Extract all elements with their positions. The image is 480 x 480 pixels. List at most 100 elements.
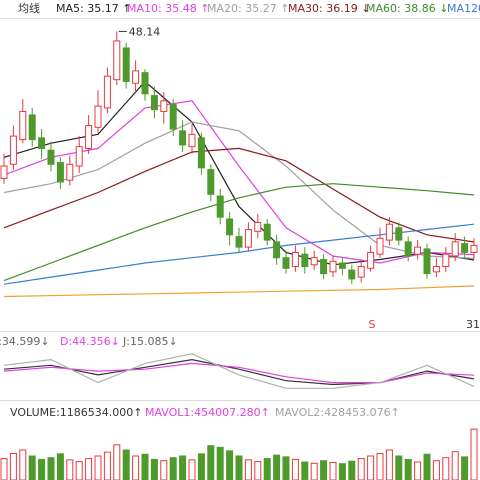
candle-body [263,223,271,241]
volume-bar [56,453,64,480]
volume-bar [414,461,422,480]
candle-body [103,75,111,109]
signal-marker: S [369,318,376,331]
volume-legend: MAVOL2:428453.076↑ [275,406,400,419]
candle-body [169,103,177,130]
volume-legend: MAVOL1:454007.280↑ [145,406,270,419]
volume-bar [395,455,403,480]
ma-legend: MA20: 35.27 ↑ [207,2,289,15]
candle-body [122,47,130,82]
candle-body [141,72,149,95]
volume-bar [188,459,196,480]
volume-bar [338,463,346,480]
candle-body [28,114,36,141]
candle-body [19,110,27,141]
candle-body [385,223,393,241]
candle-body [310,257,318,266]
candle-body [216,195,224,218]
volume-bar [216,446,224,480]
candle-body [188,133,196,148]
candle-body [150,95,158,111]
volume-legend: VOLUME:1186534.000↑ [10,406,142,419]
volume-bar [66,459,74,480]
volume-bar [423,453,431,480]
indicator-line [3,362,475,384]
candle-body [85,125,93,149]
indicator-line [3,121,475,259]
candle-body [442,253,450,268]
indicator-line [3,285,475,298]
volume-bar [207,445,215,480]
candle-body [75,146,83,167]
volume-bar [103,451,111,480]
volume-bar [461,456,469,480]
volume-bar [235,455,243,480]
volume-bar [113,444,121,480]
candle-body [348,269,356,280]
volume-bar [150,458,158,480]
ma-legend: MA5: 35.17 ↑ [56,2,131,15]
candle-body [94,105,102,128]
candle-body [207,169,215,195]
volume-bar [85,458,93,480]
candle-body [367,251,375,269]
candle-body [395,227,403,241]
volume-bar [404,458,412,480]
volume-bar [226,450,234,480]
candle-body [357,266,365,278]
volume-bar [282,456,290,480]
volume-bar [273,454,281,480]
candle-body [470,244,478,253]
volume-bar [432,460,440,480]
volume-bar [75,461,83,480]
candle-body [226,218,234,236]
volume-bar [47,457,55,480]
kdj-legend: D:44.356↓ [60,335,120,348]
volume-bar [244,459,252,480]
candle-body [197,137,205,169]
kdj-legend: K:34.599↓ [0,335,50,348]
candle-body [451,241,459,257]
candle-body [329,260,337,273]
candle-body [338,262,346,269]
candle-body [282,257,290,269]
volume-bar [179,455,187,480]
volume-bar [94,455,102,480]
volume-bar [451,451,459,480]
volume-bar [28,455,36,480]
volume-bar [442,457,450,480]
candle-body [179,130,187,146]
volume-bar [0,458,8,480]
indicator-header[interactable]: 均线 [18,1,40,15]
candle-body [160,100,168,112]
volume-bar [367,455,375,480]
candle-body [38,137,46,149]
ma-legend: MA60: 38.86 ↓ [366,2,448,15]
volume-bar [348,460,356,480]
candle-body [423,248,431,275]
volume-bar [254,461,262,480]
indicator-line [3,358,475,386]
volume-bar [310,462,318,480]
candle-body [254,221,262,232]
candle-body [235,236,243,248]
volume-bar [320,460,328,480]
candle-body [404,241,412,257]
indicator-line [3,147,475,243]
volume-bar [169,457,177,480]
candle-body [9,135,17,165]
date-label: 31 [466,318,480,331]
volume-bar [160,460,168,480]
candle-body [320,258,328,275]
ma-legend: MA10: 35.48 ↑ [127,2,209,15]
candle-body [132,70,140,84]
indicator-line [3,183,475,282]
volume-bar [141,453,149,480]
candle-body [461,243,469,253]
candle-body [432,266,440,273]
volume-bar [263,458,271,480]
indicator-line [3,80,475,266]
candle-body [244,229,252,248]
volume-bar [132,455,140,480]
